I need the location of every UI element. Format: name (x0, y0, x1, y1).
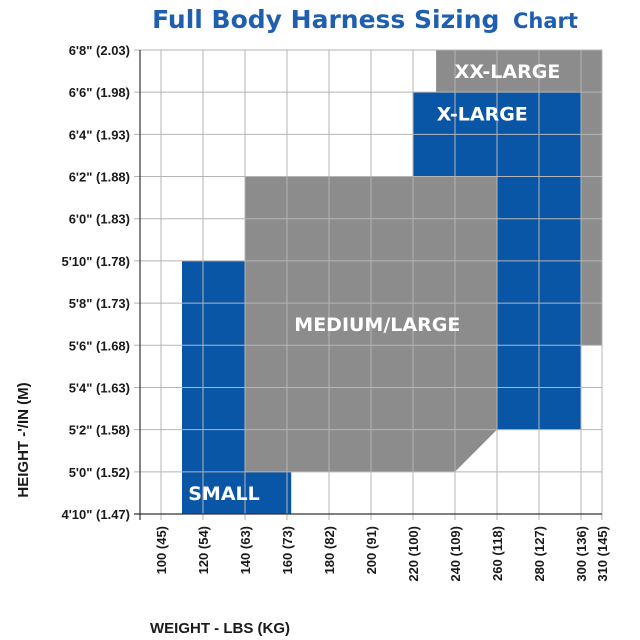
y-tick-label: 5'4" (1.63) (69, 380, 130, 395)
y-tick-label: 6'8" (2.03) (69, 43, 130, 58)
y-tick-label: 4'10" (1.47) (61, 507, 130, 522)
x-tick-label: 200 (91) (364, 526, 379, 574)
y-axis-label: HEIGHT -'/IN (M) (15, 382, 32, 497)
x-tick-label: 140 (63) (238, 526, 253, 574)
x-tick-label: 240 (109) (448, 526, 463, 582)
x-tick-label: 260 (118) (490, 526, 505, 581)
y-tick-label: 5'6" (1.68) (69, 338, 130, 353)
chart-title-suffix: Chart (513, 9, 578, 33)
region-label-xx-large: XX-LARGE (455, 61, 561, 83)
y-tick-label: 6'4" (1.93) (69, 127, 130, 142)
y-tick-label: 6'2" (1.88) (69, 170, 130, 185)
y-tick-label: 5'0" (1.52) (69, 465, 130, 480)
y-axis-ticks: 4'10" (1.47) 5'0" (1.52) 5'2" (1.58) 5'4" (… (61, 43, 130, 522)
x-axis-ticks: 100 (45) 120 (54) 140 (63) 160 (73) 180 (82)… (154, 526, 610, 582)
y-tick-label: 5'10" (1.78) (61, 254, 130, 269)
y-tick-label: 6'0" (1.83) (69, 212, 130, 227)
x-tick-label: 180 (82) (322, 526, 337, 574)
y-tick-label: 5'8" (1.73) (69, 296, 130, 311)
y-tick-label: 5'2" (1.58) (69, 423, 130, 438)
grid-lines (134, 49, 603, 520)
chart-title-main: Full Body Harness Sizing (152, 5, 499, 34)
x-tick-label: 120 (54) (196, 526, 211, 574)
region-label-medium-large: MEDIUM/LARGE (294, 314, 460, 336)
x-tick-label: 280 (127) (532, 526, 547, 582)
region-label-x-large: X-LARGE (437, 103, 528, 125)
x-tick-label: 220 (100) (406, 526, 421, 582)
x-tick-label: 310 (145) (595, 526, 610, 582)
x-tick-label: 300 (136) (574, 526, 589, 582)
chart-title: Full Body Harness Sizing Chart (152, 5, 578, 34)
size-labels: XX-LARGE X-LARGE SMALL MEDIUM/LARGE (188, 61, 560, 505)
region-xx-large (436, 50, 602, 346)
region-label-small: SMALL (188, 483, 260, 505)
x-axis-label: WEIGHT - LBS (KG) (150, 620, 290, 637)
x-tick-label: 160 (73) (280, 526, 295, 574)
y-tick-label: 6'6" (1.98) (69, 85, 130, 100)
x-tick-label: 100 (45) (154, 526, 169, 574)
